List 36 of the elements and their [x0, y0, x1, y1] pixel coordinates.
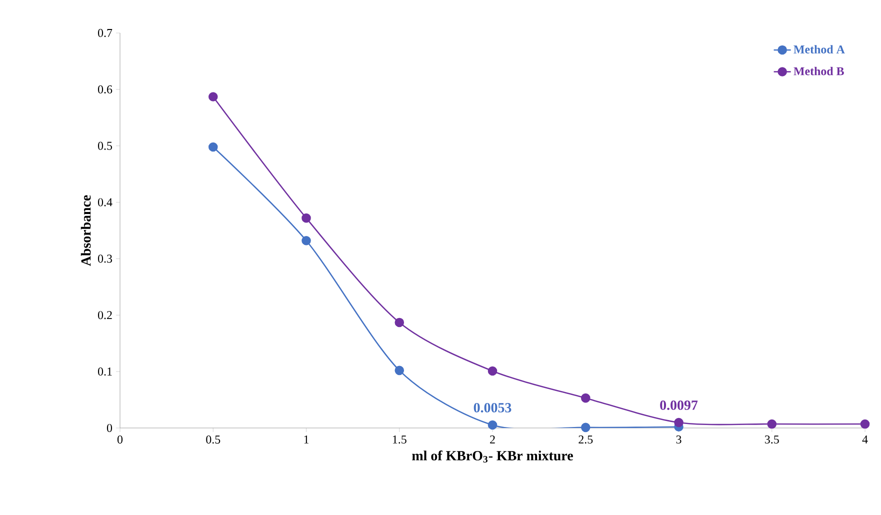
- point: [208, 142, 218, 152]
- legend-label: Method B: [794, 66, 844, 76]
- y-tick-label: 0.2: [98, 311, 112, 320]
- x-tick-label: 0.5: [206, 436, 220, 444]
- point: [302, 213, 311, 223]
- x-tick-label: 1.5: [392, 436, 406, 444]
- point: [488, 366, 498, 376]
- x-tick-label: 0: [117, 436, 123, 444]
- point: [394, 318, 404, 328]
- y-tick-label: 0.1: [98, 367, 112, 376]
- x-tick-label: 2: [490, 436, 495, 444]
- y-tick-label: 0.5: [98, 142, 112, 150]
- point: [674, 418, 684, 428]
- x-axis-title: ml of KBrO$_{3}$- KBr mixture: [412, 450, 573, 463]
- point: [302, 236, 311, 246]
- annotation: 0.0053: [474, 402, 512, 412]
- x-tick-label: 4: [862, 436, 868, 444]
- x-tick-label: 3: [676, 436, 682, 444]
- y-tick-label: 0: [106, 424, 112, 432]
- point: [767, 419, 777, 429]
- legend-label: Method A: [794, 45, 845, 54]
- y-tick-label: 0.4: [98, 198, 112, 206]
- point: [580, 422, 590, 432]
- point: [860, 419, 870, 429]
- y-tick-label: 0.3: [98, 254, 112, 263]
- y-axis-title: Absorbance: [80, 195, 91, 266]
- point: [580, 393, 590, 403]
- x-tick-label: 2.5: [578, 436, 593, 444]
- y-tick-label: 0.6: [98, 85, 112, 94]
- x-tick-label: 3.5: [764, 436, 779, 444]
- point: [208, 92, 218, 102]
- point: [394, 366, 404, 376]
- annotation: 0.0097: [660, 400, 698, 410]
- y-tick-label: 0.7: [98, 28, 112, 38]
- point: [488, 420, 498, 430]
- x-tick-label: 1: [304, 436, 309, 444]
